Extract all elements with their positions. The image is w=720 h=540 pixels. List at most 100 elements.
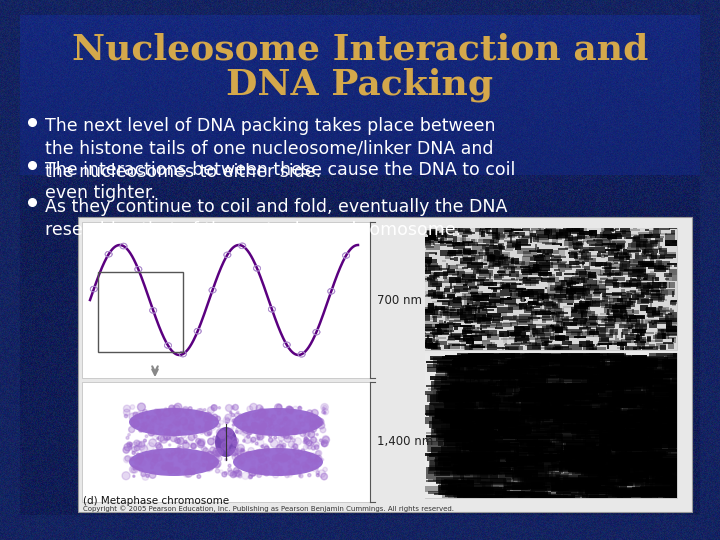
Circle shape: [311, 430, 313, 433]
Circle shape: [127, 434, 130, 436]
Circle shape: [292, 438, 295, 442]
Text: (d) Metaphase chromosome: (d) Metaphase chromosome: [83, 496, 229, 506]
Circle shape: [321, 440, 328, 447]
Bar: [425, 353, 677, 498]
Circle shape: [130, 405, 135, 409]
Circle shape: [272, 415, 275, 418]
Circle shape: [133, 467, 136, 470]
Bar: [78, 217, 692, 512]
Circle shape: [197, 441, 204, 448]
Circle shape: [324, 411, 326, 414]
Circle shape: [310, 439, 313, 442]
Circle shape: [156, 409, 161, 414]
Circle shape: [251, 437, 256, 442]
Circle shape: [139, 414, 143, 418]
Circle shape: [234, 448, 240, 454]
Circle shape: [230, 411, 232, 414]
Circle shape: [218, 407, 220, 409]
Circle shape: [284, 458, 287, 461]
Circle shape: [250, 428, 252, 430]
Circle shape: [158, 428, 163, 432]
Circle shape: [298, 422, 300, 424]
Circle shape: [173, 405, 180, 413]
Circle shape: [240, 428, 248, 435]
Circle shape: [257, 468, 263, 472]
Circle shape: [232, 427, 234, 429]
Circle shape: [253, 413, 257, 417]
Circle shape: [238, 460, 243, 465]
Circle shape: [146, 474, 149, 477]
Text: DNA Packing: DNA Packing: [226, 68, 494, 102]
Circle shape: [287, 456, 290, 459]
Circle shape: [216, 423, 220, 427]
Circle shape: [249, 469, 256, 476]
Circle shape: [166, 462, 173, 469]
Circle shape: [188, 434, 195, 441]
Circle shape: [174, 411, 178, 414]
Circle shape: [170, 467, 176, 472]
Circle shape: [183, 442, 189, 449]
Circle shape: [260, 458, 264, 463]
Circle shape: [215, 416, 220, 421]
Circle shape: [176, 422, 180, 426]
Circle shape: [182, 407, 188, 413]
Circle shape: [139, 441, 145, 447]
Circle shape: [183, 407, 189, 413]
Circle shape: [264, 464, 267, 468]
Circle shape: [153, 451, 160, 457]
Circle shape: [277, 469, 284, 476]
Circle shape: [290, 411, 293, 414]
Circle shape: [180, 417, 187, 425]
Circle shape: [233, 441, 238, 446]
Circle shape: [310, 421, 314, 426]
Circle shape: [149, 472, 156, 478]
Circle shape: [155, 455, 162, 461]
Circle shape: [174, 468, 178, 471]
Circle shape: [220, 421, 224, 424]
Circle shape: [168, 455, 173, 460]
Circle shape: [134, 440, 140, 446]
Circle shape: [204, 416, 210, 423]
Circle shape: [262, 464, 268, 469]
Circle shape: [172, 453, 174, 455]
Circle shape: [310, 426, 317, 432]
Circle shape: [174, 421, 180, 428]
Circle shape: [247, 435, 250, 438]
Bar: [82, 382, 370, 502]
Circle shape: [200, 432, 203, 434]
Circle shape: [307, 410, 312, 416]
Circle shape: [168, 469, 173, 474]
Circle shape: [183, 423, 189, 430]
Circle shape: [288, 441, 294, 448]
Circle shape: [221, 431, 225, 435]
Circle shape: [183, 423, 191, 430]
Circle shape: [276, 444, 284, 453]
Circle shape: [305, 437, 307, 440]
Circle shape: [269, 462, 271, 464]
Circle shape: [315, 451, 320, 456]
Circle shape: [217, 456, 222, 461]
Circle shape: [246, 454, 252, 461]
Circle shape: [169, 415, 173, 419]
Circle shape: [154, 434, 157, 436]
Circle shape: [206, 424, 210, 428]
Circle shape: [293, 406, 298, 411]
Circle shape: [179, 458, 183, 462]
Circle shape: [259, 460, 262, 463]
Circle shape: [246, 451, 251, 457]
Circle shape: [312, 469, 315, 471]
Circle shape: [305, 431, 310, 436]
Circle shape: [213, 455, 219, 461]
Circle shape: [219, 433, 225, 439]
Circle shape: [294, 438, 302, 445]
Circle shape: [164, 434, 171, 440]
Circle shape: [136, 441, 142, 447]
Circle shape: [307, 416, 312, 420]
Circle shape: [312, 446, 315, 450]
Circle shape: [276, 453, 284, 461]
Circle shape: [318, 422, 325, 429]
Circle shape: [251, 461, 255, 464]
Circle shape: [146, 415, 149, 418]
Circle shape: [320, 427, 326, 433]
Circle shape: [312, 417, 317, 422]
